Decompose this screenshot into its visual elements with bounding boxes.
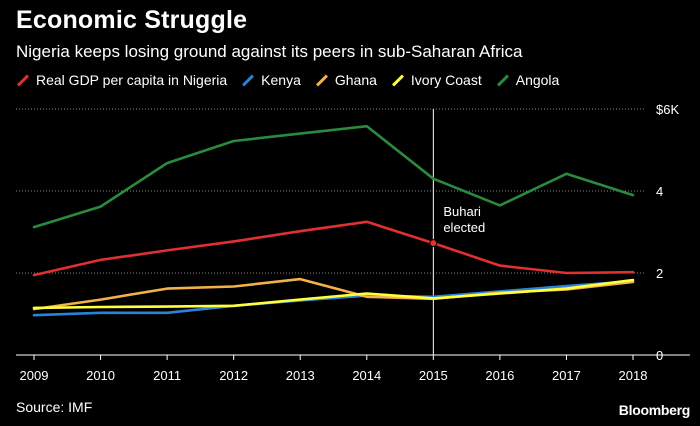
legend-item-ghana: Ghana	[315, 72, 377, 88]
legend-label-kenya: Kenya	[261, 72, 301, 88]
series-line-ghana	[32, 277, 635, 311]
y-tick-label-2: 2	[656, 266, 663, 281]
x-tick-label-2017: 2017	[552, 368, 581, 383]
annotation-label-line2: elected	[443, 220, 485, 235]
annotation-label-line1: Buhari	[443, 204, 481, 219]
series-line-real-gdp-per-capita-in-nigeria	[32, 220, 635, 277]
buhari-elected-marker-dot	[429, 239, 438, 248]
chart-title: Economic Struggle	[16, 6, 248, 34]
x-tick-label-2018: 2018	[619, 368, 648, 383]
legend-label-ghana: Ghana	[334, 72, 377, 88]
x-tick-label-2011: 2011	[153, 368, 181, 383]
x-tick-label-2009: 2009	[20, 368, 49, 383]
chart-subtitle: Nigeria keeps losing ground against its …	[16, 42, 523, 61]
x-tick-label-2016: 2016	[485, 368, 514, 383]
y-tick-label-4: 4	[656, 184, 663, 199]
x-tick-label-2014: 2014	[352, 368, 381, 383]
series-line-angola	[32, 124, 635, 229]
legend-item-angola: Angola	[496, 72, 560, 88]
legend-label-angola: Angola	[515, 72, 560, 88]
x-tick-label-2012: 2012	[219, 368, 248, 383]
legend-label-ivory-coast: Ivory Coast	[410, 72, 482, 88]
legend-item-ivory-coast: Ivory Coast	[391, 72, 482, 88]
series-line-kenya	[32, 279, 635, 317]
bloomberg-logo: Bloomberg	[618, 402, 691, 418]
legend-item-nigeria: Real GDP per capita in Nigeria	[16, 72, 227, 88]
legend-item-kenya: Kenya	[241, 72, 301, 88]
source-note: Source: IMF	[16, 399, 93, 415]
y-tick-label-0: 0	[656, 348, 663, 363]
legend-label-nigeria: Real GDP per capita in Nigeria	[36, 72, 228, 88]
x-tick-label-2010: 2010	[86, 368, 115, 383]
x-tick-label-2015: 2015	[419, 368, 448, 383]
y-tick-label-6: $6K	[656, 102, 679, 117]
legend: Real GDP per capita in Nigeria Kenya Gha…	[16, 72, 573, 88]
x-tick-label-2013: 2013	[286, 368, 315, 383]
series-line-ivory-coast	[32, 278, 635, 310]
